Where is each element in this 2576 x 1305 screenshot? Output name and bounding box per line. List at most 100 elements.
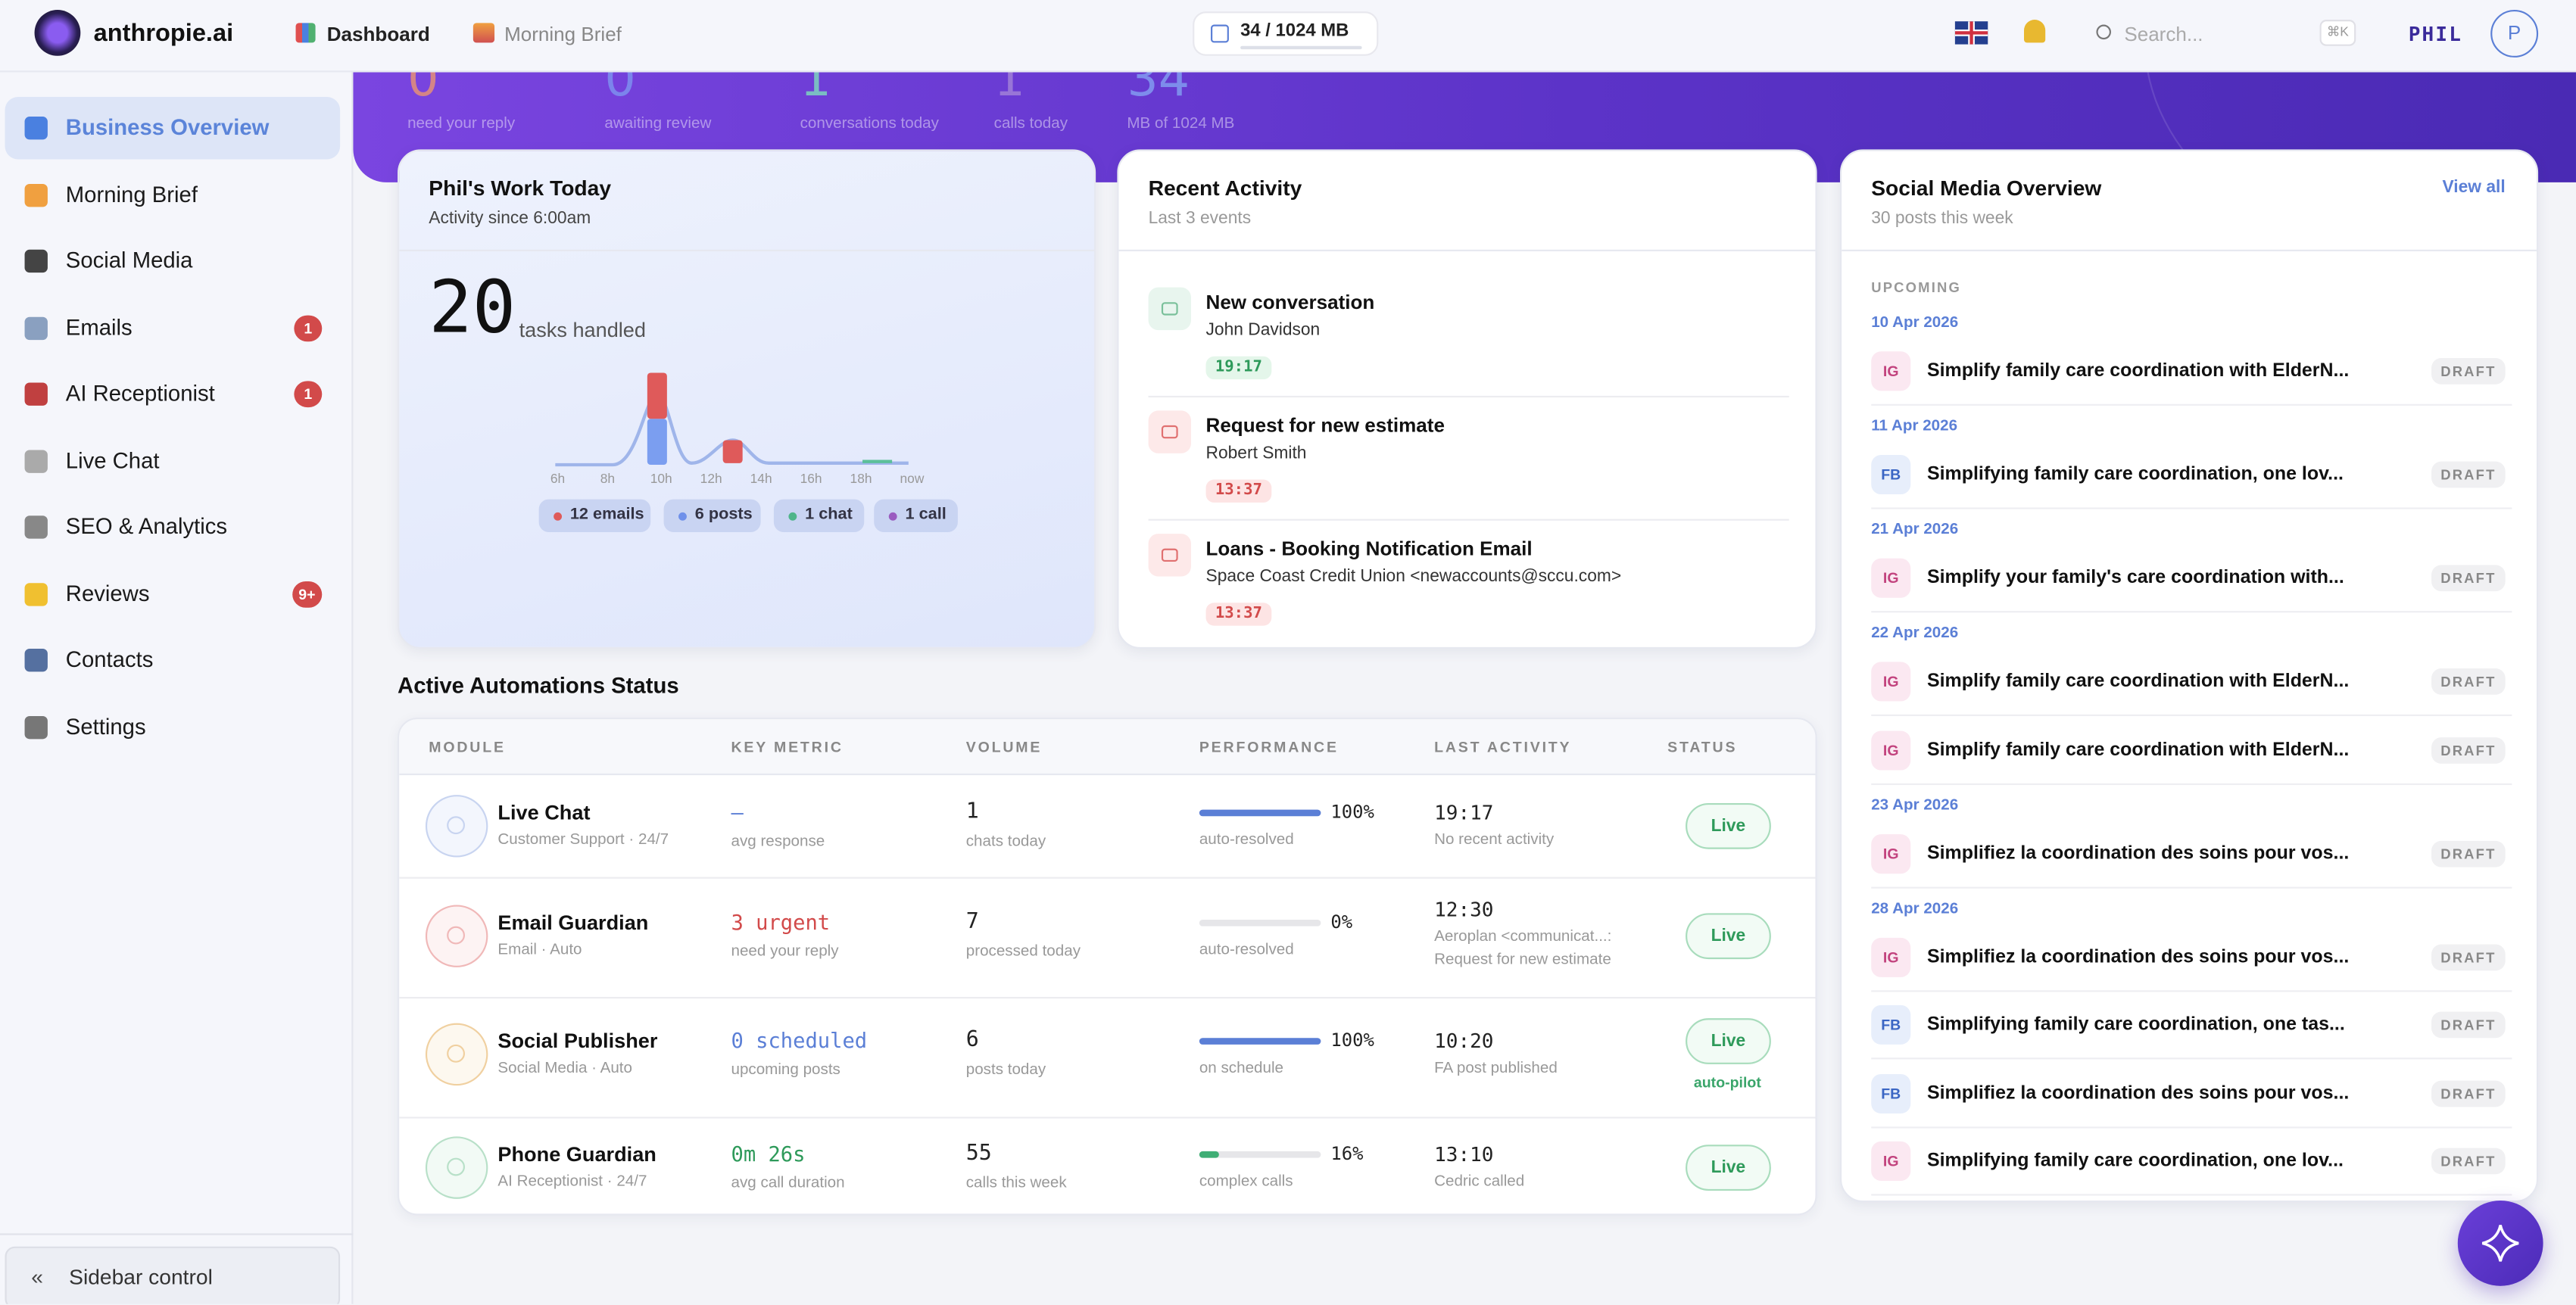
sidebar-control[interactable]: « Sidebar control bbox=[5, 1246, 341, 1304]
task-label: tasks handled bbox=[519, 318, 646, 342]
performance-note: on schedule bbox=[1199, 1059, 1283, 1078]
legend-label: 1 chat bbox=[805, 506, 853, 525]
sidebar-item[interactable]: Reviews 9+ bbox=[5, 563, 341, 625]
divider bbox=[1118, 249, 1816, 251]
performance-bar bbox=[1199, 1038, 1321, 1045]
event-icon-glyph bbox=[1161, 425, 1178, 439]
platform-badge: FB bbox=[1871, 1073, 1911, 1113]
sidebar-item[interactable]: Live Chat bbox=[5, 430, 341, 492]
legend-dot bbox=[678, 511, 687, 520]
post-text[interactable]: Simplify family care coordination with E… bbox=[1926, 740, 2350, 760]
activity-bar bbox=[647, 419, 667, 466]
post-date: 23 Apr 2026 bbox=[1871, 796, 1959, 814]
sidebar-label: Emails bbox=[65, 314, 133, 340]
card-title: Recent Activity bbox=[1148, 176, 1302, 201]
post-text[interactable]: Simplifying family care coordination, on… bbox=[1926, 465, 2344, 485]
post-date: 28 Apr 2026 bbox=[1871, 899, 1959, 917]
volume-label: posts today bbox=[965, 1061, 1046, 1079]
post-text[interactable]: Simplify your family's care coordination… bbox=[1926, 568, 2344, 588]
sidebar-item[interactable]: Settings bbox=[5, 696, 341, 758]
stat-label: calls today bbox=[993, 114, 1068, 133]
legend-pill: 1 call bbox=[874, 499, 958, 532]
sidebar-label: Live Chat bbox=[65, 447, 160, 473]
sidebar-item[interactable]: Emails 1 bbox=[5, 297, 341, 359]
performance-bar bbox=[1199, 1151, 1219, 1158]
post-text[interactable]: Simplifiez la coordination des soins pou… bbox=[1926, 946, 2350, 967]
sidebar-item[interactable]: Morning Brief bbox=[5, 164, 341, 226]
status-note: auto-pilot bbox=[1693, 1073, 1761, 1091]
post-text[interactable]: Simplify family care coordination with E… bbox=[1926, 361, 2350, 382]
performance-track bbox=[1199, 1151, 1321, 1158]
performance-label: 16% bbox=[1330, 1143, 1364, 1165]
assistant-button[interactable] bbox=[2457, 1201, 2543, 1286]
chart-tick: 12h bbox=[700, 471, 722, 487]
post-text[interactable]: Simplifying family care coordination, on… bbox=[1926, 1014, 2345, 1035]
platform-badge: IG bbox=[1871, 662, 1911, 702]
automations-table: MODULE KEY METRIC VOLUME PERFORMANCE LAST AC… bbox=[398, 718, 1817, 1216]
event-time: 13:37 bbox=[1205, 479, 1272, 503]
platform-badge: IG bbox=[1871, 730, 1911, 770]
sidebar-label: Settings bbox=[65, 714, 146, 740]
performance-label: 0% bbox=[1330, 911, 1353, 933]
sidebar-item[interactable]: SEO & Analytics bbox=[5, 497, 341, 559]
brand: anthropie.ai bbox=[93, 20, 234, 48]
sidebar-item[interactable]: Social Media bbox=[5, 230, 341, 292]
card-subtitle: Last 3 events bbox=[1148, 208, 1252, 229]
sidebar-label: Business Overview bbox=[65, 114, 270, 140]
separator bbox=[1871, 989, 2512, 992]
sidebar-item[interactable]: Contacts bbox=[5, 630, 341, 692]
separator bbox=[1871, 507, 2512, 509]
sidebar-control-label: Sidebar control bbox=[69, 1264, 213, 1290]
column-header: PERFORMANCE bbox=[1199, 739, 1339, 756]
post-status: DRAFT bbox=[2431, 943, 2506, 970]
card-title: Social Media Overview bbox=[1871, 176, 2102, 201]
view-all-link[interactable]: View all bbox=[2442, 177, 2506, 198]
post-text[interactable]: Simplifiez la coordination des soins pou… bbox=[1926, 1082, 2350, 1103]
post-date: 22 Apr 2026 bbox=[1871, 624, 1959, 643]
search-input[interactable]: Search... bbox=[2124, 23, 2203, 46]
key-metric: — bbox=[731, 799, 744, 825]
sidebar-item[interactable]: Business Overview bbox=[5, 97, 341, 160]
status-pill: Live bbox=[1686, 913, 1771, 960]
sidebar-item[interactable]: AI Receptionist 1 bbox=[5, 363, 341, 425]
module-icon-glyph bbox=[447, 816, 466, 835]
event-time: 19:17 bbox=[1205, 356, 1272, 380]
post-status: DRAFT bbox=[2431, 1079, 2506, 1107]
badge: 9+ bbox=[292, 581, 323, 608]
post-text[interactable]: Simplifying family care coordination, on… bbox=[1926, 1151, 2344, 1171]
nav-link[interactable]: Dashboard bbox=[326, 23, 430, 46]
chart-tick: 8h bbox=[600, 471, 616, 487]
search-icon[interactable] bbox=[2096, 24, 2111, 40]
nav-link[interactable]: Morning Brief bbox=[504, 23, 622, 46]
bell[interactable] bbox=[2023, 20, 2046, 43]
performance-note: auto-resolved bbox=[1199, 830, 1294, 849]
activity-bar bbox=[647, 372, 667, 419]
avatar[interactable]: P bbox=[2490, 10, 2539, 58]
post-text[interactable]: Simplifiez la coordination des soins pou… bbox=[1926, 843, 2350, 864]
separator bbox=[1871, 714, 2512, 716]
divider bbox=[399, 249, 1094, 251]
post-date: 21 Apr 2026 bbox=[1871, 520, 1959, 539]
platform-badge: IG bbox=[1871, 936, 1911, 976]
post-text[interactable]: Simplify family care coordination with E… bbox=[1926, 671, 2350, 692]
storage-icon bbox=[1211, 24, 1229, 43]
post-status: DRAFT bbox=[2431, 1011, 2506, 1039]
column-header: LAST ACTIVITY bbox=[1434, 739, 1572, 756]
key-metric-label: upcoming posts bbox=[731, 1061, 840, 1079]
sidebar-icon bbox=[24, 649, 48, 673]
performance-note: auto-resolved bbox=[1199, 941, 1294, 960]
legend-pill: 6 posts bbox=[663, 499, 761, 532]
sidebar-label: Contacts bbox=[65, 647, 154, 673]
platform-badge: IG bbox=[1871, 833, 1911, 874]
storage-bar bbox=[1240, 45, 1362, 50]
event-icon bbox=[1148, 410, 1191, 453]
volume-label: chats today bbox=[965, 833, 1046, 851]
performance-track bbox=[1199, 809, 1321, 817]
platform-badge: FB bbox=[1871, 1004, 1911, 1045]
flag-cross bbox=[1954, 31, 1988, 35]
stat-value: 1 bbox=[800, 72, 832, 109]
separator bbox=[1871, 1057, 2512, 1060]
last-activity-note: Request for new estimate bbox=[1434, 951, 1611, 970]
separator bbox=[1871, 611, 2512, 613]
